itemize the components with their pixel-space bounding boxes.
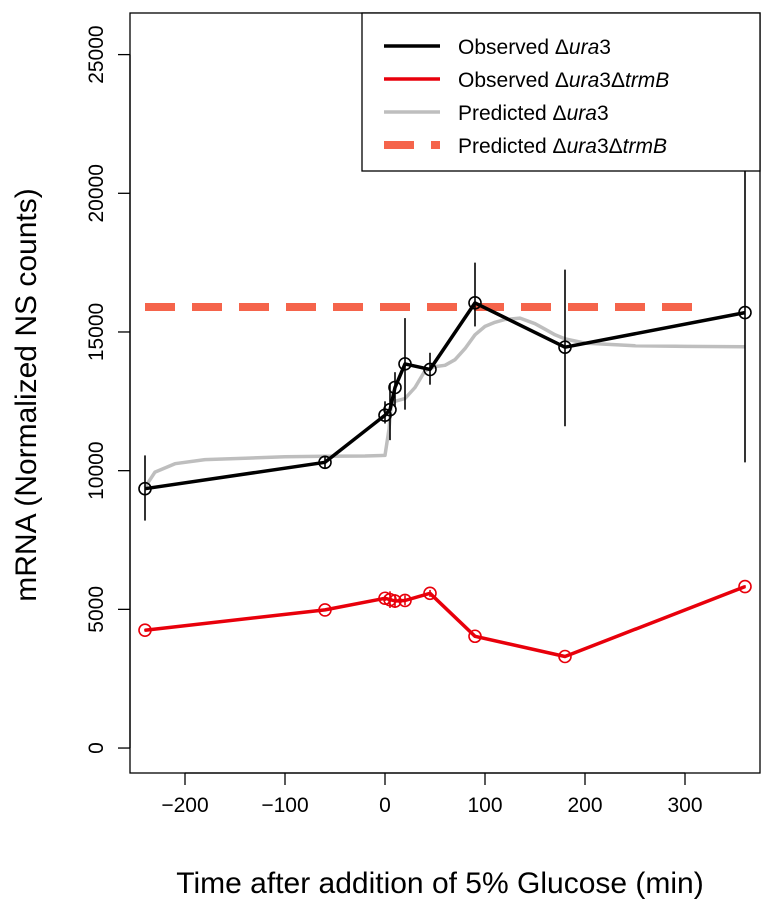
x-tick-label: 100: [467, 794, 502, 817]
series-line-1: [144, 584, 746, 659]
legend-label: Predicted Δura3: [458, 102, 609, 125]
x-tick-label: 200: [567, 794, 602, 817]
data-point: [318, 455, 332, 470]
data-point: [378, 591, 392, 606]
data-point: [388, 380, 402, 395]
data-point: [468, 296, 482, 310]
y-tick-label: 15000: [85, 303, 108, 361]
data-point: [468, 629, 482, 644]
y-tick-label: 20000: [85, 164, 108, 222]
x-axis-label: Time after addition of 5% Glucose (min): [176, 867, 703, 900]
series-layer: [138, 162, 752, 664]
y-tick-label: 0: [85, 742, 108, 754]
series-line-0: [144, 301, 746, 491]
x-tick-label: 0: [379, 794, 391, 817]
legend: Observed Δura3 Observed Δura3ΔtrmB Predict…: [361, 12, 761, 172]
legend-label: Predicted Δura3ΔtrmB: [458, 135, 667, 158]
data-point: [383, 592, 397, 607]
x-tick-label: −100: [261, 794, 308, 817]
y-axis: 0 5000 10000 15000 20000 25000: [85, 25, 131, 754]
data-point: [398, 357, 412, 371]
data-point: [318, 603, 332, 617]
data-point: [138, 481, 152, 496]
legend-box: [361, 12, 761, 172]
x-tick-label: −200: [161, 794, 208, 817]
legend-label: Observed Δura3ΔtrmB: [458, 69, 669, 92]
x-tick-label: 300: [667, 794, 702, 817]
data-point: [423, 586, 437, 601]
data-point: [423, 362, 437, 377]
data-point: [138, 623, 152, 637]
x-axis: −200 −100 0 100 200 300: [161, 772, 703, 817]
data-point: [558, 649, 572, 664]
data-point: [383, 402, 397, 417]
series-line-2: [143, 316, 746, 489]
data-point: [388, 594, 402, 608]
y-tick-label: 10000: [85, 441, 108, 499]
data-point: [738, 579, 752, 594]
y-axis-label: mRNA (Normalized NS counts): [10, 188, 43, 601]
data-point: [398, 593, 412, 608]
y-tick-label: 5000: [85, 586, 108, 633]
data-point: [558, 340, 572, 355]
legend-label: Observed Δura3: [458, 36, 611, 59]
y-tick-label: 25000: [85, 25, 108, 83]
data-point: [738, 305, 752, 320]
